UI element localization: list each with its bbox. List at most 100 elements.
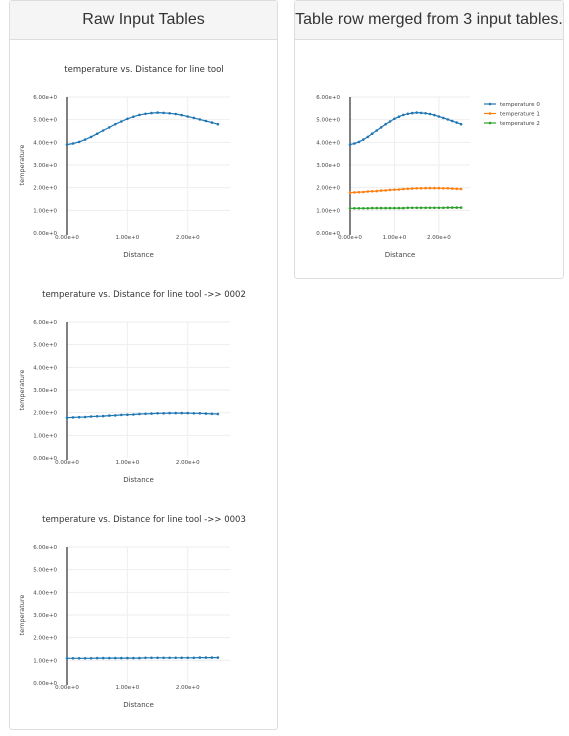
data-point xyxy=(388,188,392,192)
data-point xyxy=(65,657,69,660)
data-point xyxy=(138,113,141,117)
y-tick-label: 4.00e+0 xyxy=(33,140,57,146)
data-point xyxy=(95,132,99,135)
data-point xyxy=(357,140,361,144)
x-axis-label: Distance xyxy=(123,476,154,484)
data-point xyxy=(144,656,147,660)
data-point xyxy=(370,206,374,210)
data-point xyxy=(204,119,208,123)
data-point xyxy=(114,414,117,417)
data-point xyxy=(402,187,405,191)
data-point xyxy=(415,111,419,114)
data-point xyxy=(442,206,445,210)
y-axis-label: temperature xyxy=(18,370,26,411)
data-point xyxy=(120,413,123,417)
data-point xyxy=(446,187,450,190)
data-point xyxy=(204,656,208,659)
data-point xyxy=(428,186,432,190)
data-point xyxy=(375,206,379,210)
y-tick-label: 3.00e+0 xyxy=(33,163,57,169)
x-tick-label: 2.00e+0 xyxy=(176,685,200,691)
data-point xyxy=(95,656,99,660)
data-point xyxy=(156,412,159,415)
data-point xyxy=(357,207,361,210)
data-point xyxy=(192,412,196,415)
data-point xyxy=(180,656,183,660)
data-point xyxy=(83,415,87,419)
data-point xyxy=(402,113,405,117)
data-point xyxy=(132,656,135,660)
data-point xyxy=(388,206,392,210)
data-point xyxy=(379,189,383,192)
x-tick-label: 0.00e+0 xyxy=(55,685,79,691)
data-point xyxy=(419,187,423,190)
data-point xyxy=(437,186,441,190)
data-point xyxy=(71,142,75,145)
data-point xyxy=(156,111,159,114)
legend-marker-1 xyxy=(488,112,492,115)
x-tick-label: 2.00e+0 xyxy=(427,235,451,241)
data-point xyxy=(77,140,81,144)
data-point xyxy=(406,206,410,210)
y-tick-label: 1.00e+0 xyxy=(33,433,57,439)
data-point xyxy=(375,189,379,193)
y-tick-label: 6.00e+0 xyxy=(33,320,57,326)
data-point xyxy=(65,416,69,420)
chart-title: temperature vs. Distance for line tool -… xyxy=(42,290,246,300)
data-point xyxy=(410,111,414,115)
y-tick-label: 6.00e+0 xyxy=(33,545,57,551)
data-point xyxy=(459,187,463,191)
data-point xyxy=(150,412,153,415)
data-point xyxy=(397,115,401,118)
data-point xyxy=(353,191,356,194)
data-point xyxy=(459,206,463,209)
data-point xyxy=(89,415,93,418)
data-point xyxy=(162,656,165,660)
data-point xyxy=(428,206,432,210)
data-point xyxy=(428,112,432,116)
x-tick-label: 2.00e+0 xyxy=(176,235,200,241)
data-point xyxy=(108,656,111,660)
chart-title: temperature vs. Distance for line tool xyxy=(64,65,223,75)
y-tick-label: 3.00e+0 xyxy=(33,388,57,394)
data-point xyxy=(216,122,220,126)
y-tick-label: 0.00e+0 xyxy=(33,231,57,237)
data-point xyxy=(379,206,383,210)
y-tick-label: 5.00e+0 xyxy=(33,343,57,349)
data-point xyxy=(180,113,183,117)
x-tick-label: 0.00e+0 xyxy=(55,235,79,241)
data-point xyxy=(393,117,396,121)
y-tick-label: 2.00e+0 xyxy=(33,186,57,192)
data-point xyxy=(162,412,165,415)
data-point xyxy=(101,129,105,132)
data-point xyxy=(406,187,410,191)
y-tick-label: 6.00e+0 xyxy=(316,95,340,101)
y-tick-label: 1.00e+0 xyxy=(33,658,57,664)
data-point xyxy=(384,206,387,210)
data-point xyxy=(77,657,81,660)
data-point xyxy=(192,656,196,660)
data-point xyxy=(71,657,75,660)
y-tick-label: 0.00e+0 xyxy=(33,456,57,462)
data-point xyxy=(424,206,427,210)
data-point xyxy=(126,117,129,121)
legend-marker-2 xyxy=(488,121,492,125)
x-tick-label: 1.00e+0 xyxy=(115,685,139,691)
data-point xyxy=(455,187,459,191)
data-point xyxy=(379,126,383,129)
data-point xyxy=(442,187,445,190)
data-point xyxy=(156,656,159,660)
data-point xyxy=(198,118,202,121)
x-tick-label: 1.00e+0 xyxy=(383,235,407,241)
data-point xyxy=(402,206,405,210)
data-point xyxy=(126,656,129,660)
data-point xyxy=(415,206,419,210)
y-tick-label: 6.00e+0 xyxy=(33,95,57,101)
data-point xyxy=(204,412,208,415)
data-point xyxy=(415,187,419,190)
data-point xyxy=(353,142,356,145)
data-point xyxy=(459,122,463,126)
